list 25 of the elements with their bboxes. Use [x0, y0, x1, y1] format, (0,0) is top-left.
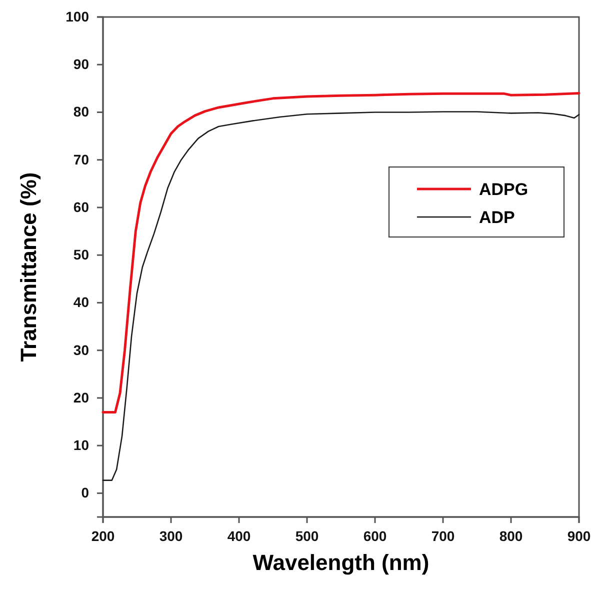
y-tick-label: 20: [73, 389, 90, 406]
y-axis-title: Transmittance (%): [16, 172, 41, 362]
y-tick-label: 100: [66, 8, 90, 24]
x-tick-label: 800: [499, 528, 523, 544]
y-tick-label: 40: [73, 294, 90, 310]
line-series: [102, 111, 580, 481]
x-tick-label: 400: [227, 528, 251, 544]
x-tick-label: 200: [91, 528, 115, 544]
legend-label: ADP: [479, 208, 515, 227]
legend-label: ADPG: [479, 180, 528, 199]
y-tick-label: 90: [73, 56, 90, 72]
y-tick-label: 60: [73, 198, 90, 215]
x-tick-label: 500: [295, 528, 319, 544]
y-tick-label: 0: [81, 484, 90, 501]
x-tick-label: 900: [567, 528, 591, 544]
x-tick-label: 600: [363, 528, 387, 544]
line-series: [102, 92, 580, 414]
y-tick-label: 80: [73, 104, 90, 120]
y-tick-label: 10: [73, 437, 90, 454]
y-tick-label: 70: [73, 151, 90, 168]
x-tick-label: 300: [159, 528, 183, 544]
y-tick-label: 50: [73, 246, 90, 263]
y-tick-label: 30: [73, 342, 90, 358]
x-tick-label: 700: [431, 528, 455, 544]
x-axis-title: Wavelength (nm): [252, 550, 430, 575]
